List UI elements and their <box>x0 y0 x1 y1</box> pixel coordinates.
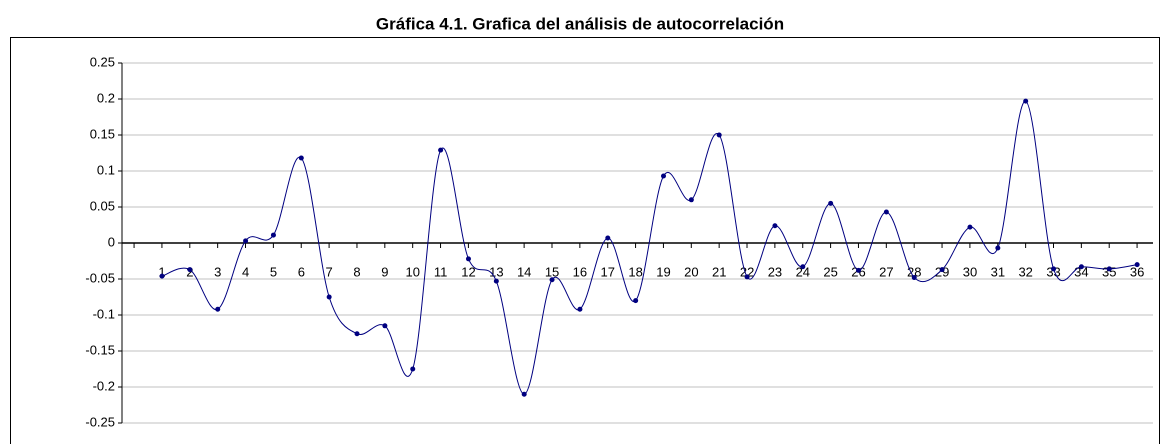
data-point <box>800 264 806 270</box>
x-tick-label: 9 <box>381 264 388 279</box>
data-point <box>521 391 527 397</box>
x-tick-label: 36 <box>1130 264 1144 279</box>
y-tick-label: -0.2 <box>93 378 115 393</box>
x-tick-label: 23 <box>768 264 782 279</box>
x-tick-label: 6 <box>298 264 305 279</box>
x-tick-label: 13 <box>489 264 503 279</box>
data-point <box>354 331 360 337</box>
x-tick-label: 25 <box>823 264 837 279</box>
x-tick-label: 21 <box>712 264 726 279</box>
data-point <box>967 224 973 230</box>
data-point <box>577 306 583 312</box>
y-tick-label: 0.1 <box>97 162 115 177</box>
data-point <box>1023 98 1029 104</box>
x-tick-label: 1 <box>158 264 165 279</box>
x-tick-label: 31 <box>991 264 1005 279</box>
data-point <box>1106 266 1112 272</box>
data-point <box>772 223 778 229</box>
chart-title: Gráfica 4.1. Grafica del análisis de aut… <box>376 14 784 33</box>
x-tick-label: 17 <box>601 264 615 279</box>
data-point <box>1134 262 1140 268</box>
data-point <box>995 245 1001 251</box>
y-tick-label: -0.05 <box>85 270 115 285</box>
data-point <box>187 267 193 273</box>
y-tick-label: 0.25 <box>90 54 115 69</box>
data-point <box>828 200 834 206</box>
data-point <box>716 132 722 138</box>
x-tick-label: 4 <box>242 264 249 279</box>
data-point <box>243 238 249 244</box>
x-tick-label: 28 <box>907 264 921 279</box>
data-point <box>410 366 416 372</box>
x-tick-label: 11 <box>434 264 448 279</box>
data-point <box>911 275 917 281</box>
data-point <box>493 278 499 284</box>
x-tick-label: 3 <box>214 264 221 279</box>
y-tick-label: -0.15 <box>85 342 115 357</box>
x-tick-label: 19 <box>656 264 670 279</box>
data-point <box>438 147 444 153</box>
data-point <box>270 232 276 238</box>
data-point <box>465 256 471 262</box>
data-point <box>661 173 666 179</box>
series-line <box>161 100 1138 395</box>
x-tick-label: 8 <box>353 264 360 279</box>
data-point <box>856 267 862 273</box>
y-tick-label: 0.05 <box>90 198 115 213</box>
x-tick-label: 12 <box>461 264 475 279</box>
x-tick-label: 18 <box>628 264 642 279</box>
data-point <box>1078 264 1084 270</box>
data-point <box>215 306 221 312</box>
x-tick-label: 30 <box>963 264 977 279</box>
data-point <box>382 323 388 329</box>
x-tick-label: 16 <box>573 264 587 279</box>
x-tick-label: 10 <box>406 264 420 279</box>
x-tick-label: 32 <box>1018 264 1032 279</box>
data-point <box>1051 266 1057 272</box>
y-tick-label: -0.1 <box>93 306 115 321</box>
data-point <box>744 274 750 280</box>
chart-frame <box>10 37 1160 444</box>
data-point <box>883 209 889 215</box>
x-tick-label: 7 <box>326 264 333 279</box>
x-tick-label: 27 <box>879 264 893 279</box>
x-tick-label: 24 <box>796 264 810 279</box>
x-tick-label: 33 <box>1046 264 1060 279</box>
data-point <box>605 235 611 241</box>
data-point <box>633 298 639 304</box>
x-tick-label: 15 <box>545 264 559 279</box>
x-tick-label: 14 <box>517 264 531 279</box>
data-point <box>159 273 165 279</box>
y-tick-label: 0.2 <box>97 90 115 105</box>
x-tick-label: 5 <box>270 264 277 279</box>
x-tick-label: 20 <box>684 264 698 279</box>
y-tick-label: -0.25 <box>85 414 115 429</box>
data-point <box>939 267 945 273</box>
data-point <box>549 277 555 283</box>
y-tick-label: 0 <box>108 234 115 249</box>
data-point <box>688 197 694 203</box>
y-tick-label: 0.15 <box>90 126 115 141</box>
data-point <box>326 294 332 300</box>
data-point <box>298 155 304 161</box>
